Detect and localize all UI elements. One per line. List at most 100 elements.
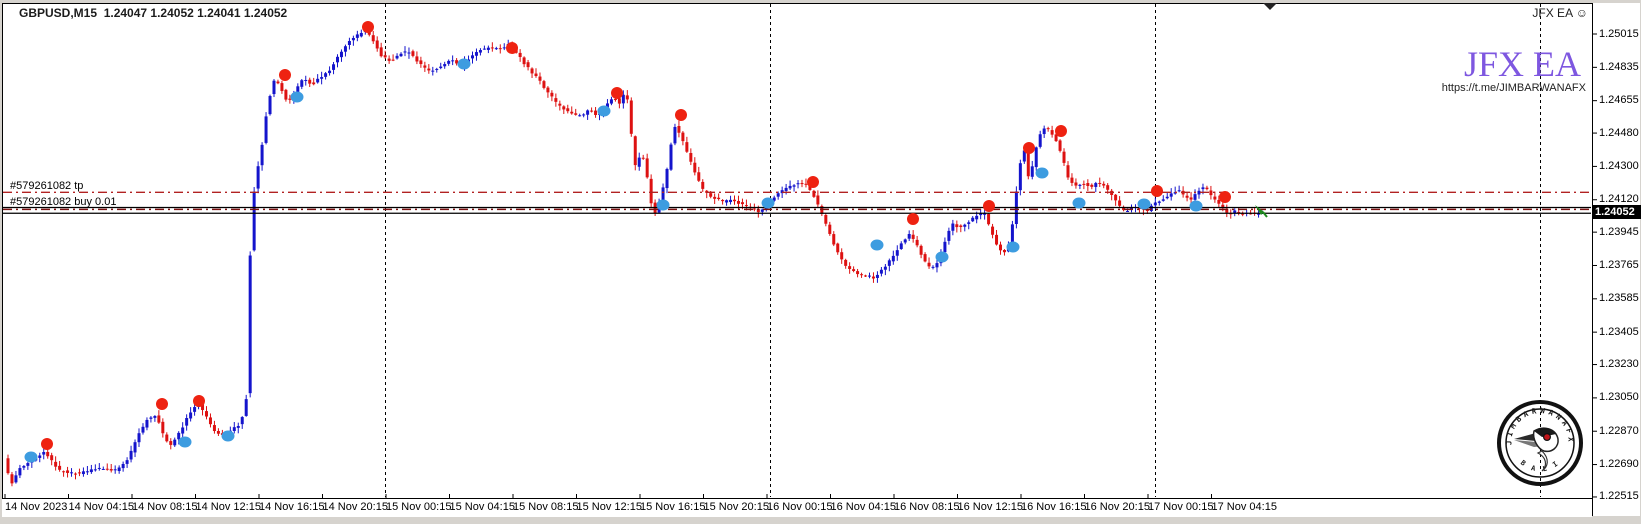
candle-body [1165, 196, 1169, 199]
candle-body [1169, 193, 1173, 197]
candle-body [351, 37, 355, 41]
price-axis-label: 1.23945 [1599, 225, 1639, 238]
price-axis-label: 1.23405 [1599, 325, 1639, 338]
chart-plot-area[interactable] [2, 3, 1593, 499]
candle-body [332, 64, 336, 70]
candle-body [1030, 166, 1034, 177]
candle-body [935, 263, 939, 268]
candle-body [617, 98, 621, 104]
candle-body [248, 255, 252, 394]
candle-body [542, 81, 546, 88]
logo-bird-eye [1542, 433, 1552, 442]
candle-body [125, 460, 129, 464]
buy-signal-dot [935, 251, 949, 263]
candle-body [1062, 151, 1066, 163]
candle-body [1018, 163, 1022, 191]
candle-body [673, 126, 677, 144]
candle-body [1002, 249, 1006, 253]
candle-body [534, 73, 538, 76]
candle-body [796, 183, 800, 185]
candle-body [725, 200, 729, 203]
time-axis-label: 16 Nov 20:15 [1084, 501, 1150, 513]
buy-order-line-label[interactable]: #579261082 buy 0.01 [10, 196, 117, 208]
time-axis[interactable] [2, 498, 1592, 517]
candle-body [1185, 195, 1189, 198]
candle-body [776, 193, 780, 197]
candle-body [443, 64, 447, 67]
current-price-arrow-tail [1262, 211, 1268, 218]
candle-body [1074, 182, 1078, 186]
candle-body [860, 274, 864, 276]
candle-body [129, 450, 133, 460]
price-axis-label: 1.23050 [1599, 391, 1639, 404]
ea-watermark-title: JFX EA [1463, 44, 1581, 84]
candle-body [792, 185, 796, 187]
candle-body [999, 244, 1002, 251]
time-axis-label: 16 Nov 08:15 [894, 501, 960, 513]
candle-body [824, 214, 828, 224]
price-axis-label: 1.23765 [1599, 258, 1639, 271]
time-axis-label: 14 Nov 04:15 [68, 501, 134, 513]
candle-body [629, 100, 633, 134]
takeprofit-line-label[interactable]: #579261082 tp [10, 180, 84, 192]
candle-body [1153, 202, 1157, 206]
price-axis[interactable] [1592, 3, 1640, 516]
candle-body [605, 103, 609, 110]
price-axis-label: 1.22870 [1599, 424, 1639, 437]
candle-body [256, 166, 260, 189]
candle-body [713, 196, 717, 199]
candle-body [70, 472, 74, 474]
candle-body [951, 223, 955, 231]
candle-body [494, 48, 498, 50]
candle-body [14, 475, 18, 483]
candle-body [959, 225, 963, 228]
candle-body [141, 426, 145, 433]
candle-body [304, 79, 308, 81]
candle-body [883, 266, 887, 270]
price-axis-label: 1.24300 [1599, 159, 1639, 172]
time-axis-label: 16 Nov 04:15 [830, 501, 896, 513]
candle-body [181, 427, 185, 434]
candle-body [375, 40, 379, 49]
candle-body [109, 469, 113, 471]
candle-body [538, 76, 542, 81]
candle-body [1082, 183, 1086, 185]
candle-body [1050, 130, 1054, 135]
candle-body [502, 47, 506, 49]
candle-body [931, 266, 935, 268]
candle-body [693, 162, 697, 173]
candle-body [816, 195, 820, 205]
candle-body [77, 472, 81, 474]
candle-body [42, 451, 46, 455]
candle-body [165, 434, 169, 442]
time-axis-label: 15 Nov 08:15 [513, 501, 579, 513]
candle-body [387, 58, 391, 61]
candle-body [1010, 224, 1014, 247]
candle-body [308, 79, 312, 84]
candle-body [415, 56, 419, 62]
buy-signal-dot [290, 91, 304, 103]
buy-signal-dot [870, 239, 884, 251]
candle-body [451, 60, 455, 62]
chart-title: GBPUSD,M15 1.24047 1.24052 1.24041 1.240… [19, 6, 287, 20]
candle-body [891, 255, 895, 262]
price-axis-label: 1.24835 [1599, 60, 1639, 73]
sell-signal-dot [41, 438, 53, 450]
candle-body [498, 48, 502, 50]
candle-body [359, 32, 363, 37]
candle-body [1106, 185, 1110, 190]
candle-body [828, 224, 832, 234]
candle-body [594, 110, 598, 115]
brand-stamp-logo: JIMBARWANAFX★ B A L I ★ [1497, 400, 1583, 486]
chart-shift-marker-icon[interactable] [1263, 3, 1277, 10]
candle-body [395, 55, 399, 59]
candle-body [701, 181, 705, 189]
candle-body [407, 52, 411, 54]
candle-body [232, 427, 236, 431]
candle-body [419, 60, 423, 65]
symbol-timeframe-label: GBPUSD,M15 [19, 6, 98, 20]
candle-body [1217, 199, 1221, 204]
candle-body [117, 467, 121, 472]
candle-body [46, 451, 50, 457]
